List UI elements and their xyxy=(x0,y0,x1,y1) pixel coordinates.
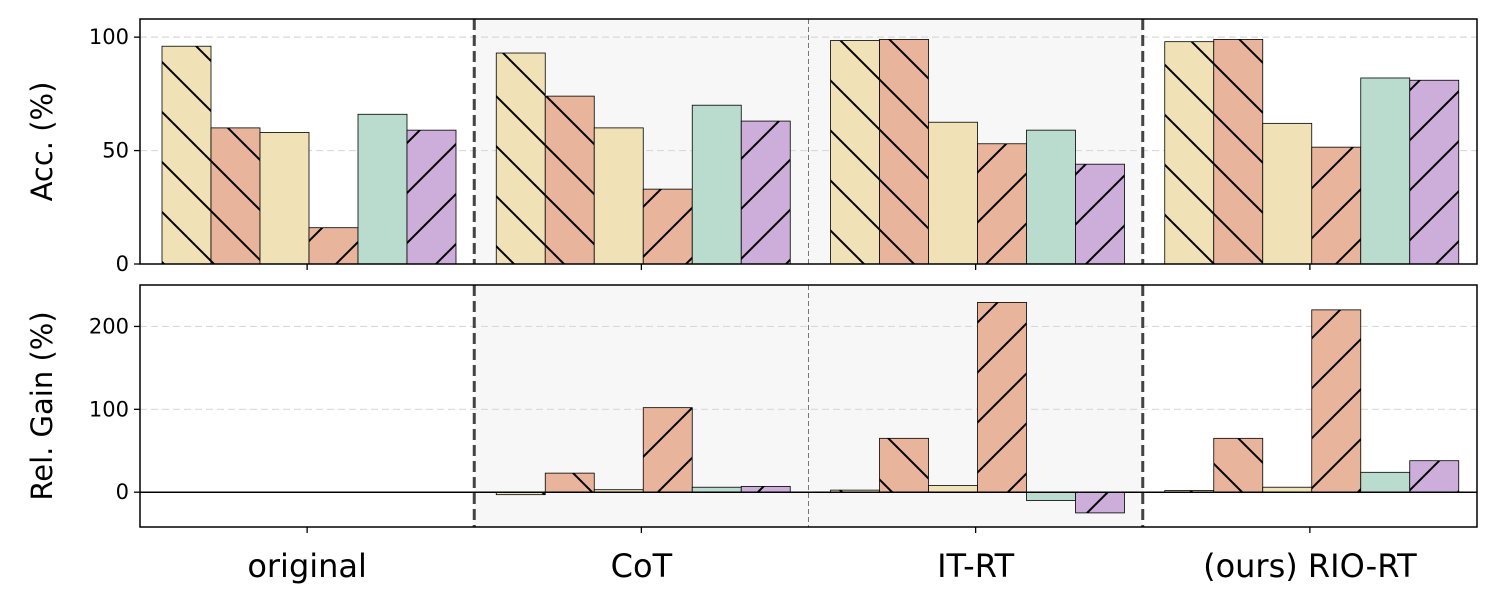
bar xyxy=(1262,122,1313,265)
bar-hatch xyxy=(545,473,595,493)
bar xyxy=(928,121,978,265)
bar-hatch xyxy=(879,39,929,264)
bar-hatch xyxy=(1164,41,1214,265)
bar xyxy=(1360,471,1411,493)
bar-hatch xyxy=(830,40,880,264)
bar-hatch xyxy=(1409,460,1459,493)
x-category-labels: original CoT IT-RT (ours) RIO-RT xyxy=(247,547,1417,585)
bar-hatch xyxy=(407,130,456,264)
bar xyxy=(593,127,644,265)
x-category-label: IT-RT xyxy=(937,547,1015,585)
x-category-label: (ours) RIO-RT xyxy=(1203,547,1417,585)
y-tick-label: 100 xyxy=(89,25,129,49)
bar-hatch xyxy=(496,492,546,495)
y-axis-label: Acc. (%) xyxy=(25,82,59,202)
bar-hatch xyxy=(1311,147,1361,264)
bar-hatch xyxy=(309,227,358,264)
bar-hatch xyxy=(1311,309,1361,493)
bar-hatch xyxy=(879,438,929,493)
bar-hatch xyxy=(1213,39,1263,264)
bar xyxy=(928,485,978,493)
bar-hatch xyxy=(1075,492,1125,513)
bar-hatch xyxy=(1213,438,1263,493)
bar-hatch xyxy=(643,189,693,264)
bar-hatch xyxy=(741,121,791,264)
bar-hatch xyxy=(1164,490,1214,493)
y-tick-label: 0 xyxy=(116,252,129,276)
y-axis-label: Rel. Gain (%) xyxy=(25,311,59,500)
bar xyxy=(691,104,742,265)
accuracy-panel: 0 50 100 Acc. (%) xyxy=(25,18,1478,276)
bar-hatch xyxy=(496,53,546,265)
bar xyxy=(1360,77,1411,265)
bar-hatch xyxy=(830,490,880,493)
bar-hatch xyxy=(1409,80,1459,264)
bar-hatch xyxy=(162,46,211,264)
bar xyxy=(1026,129,1076,265)
x-category-label: original xyxy=(247,547,367,585)
x-category-label: CoT xyxy=(611,547,673,585)
bar-hatch xyxy=(977,302,1027,493)
bar-hatch xyxy=(643,407,693,493)
bar-hatch xyxy=(977,143,1027,264)
bar-hatch xyxy=(211,127,260,264)
relative-gain-panel: 0 100 200 Rel. Gain (%) xyxy=(25,284,1478,533)
bar xyxy=(259,132,310,265)
plot-frame xyxy=(139,18,1478,265)
y-tick-label: 100 xyxy=(89,397,129,421)
y-tick-label: 50 xyxy=(102,139,129,163)
bar xyxy=(1026,491,1076,501)
bar-hatch xyxy=(741,486,791,493)
bar-hatch xyxy=(545,96,595,264)
bar xyxy=(357,113,408,265)
y-tick-label: 200 xyxy=(89,314,129,338)
plot-frame xyxy=(139,284,1478,528)
bar-hatch xyxy=(1075,164,1125,264)
y-tick-label: 0 xyxy=(116,480,129,504)
